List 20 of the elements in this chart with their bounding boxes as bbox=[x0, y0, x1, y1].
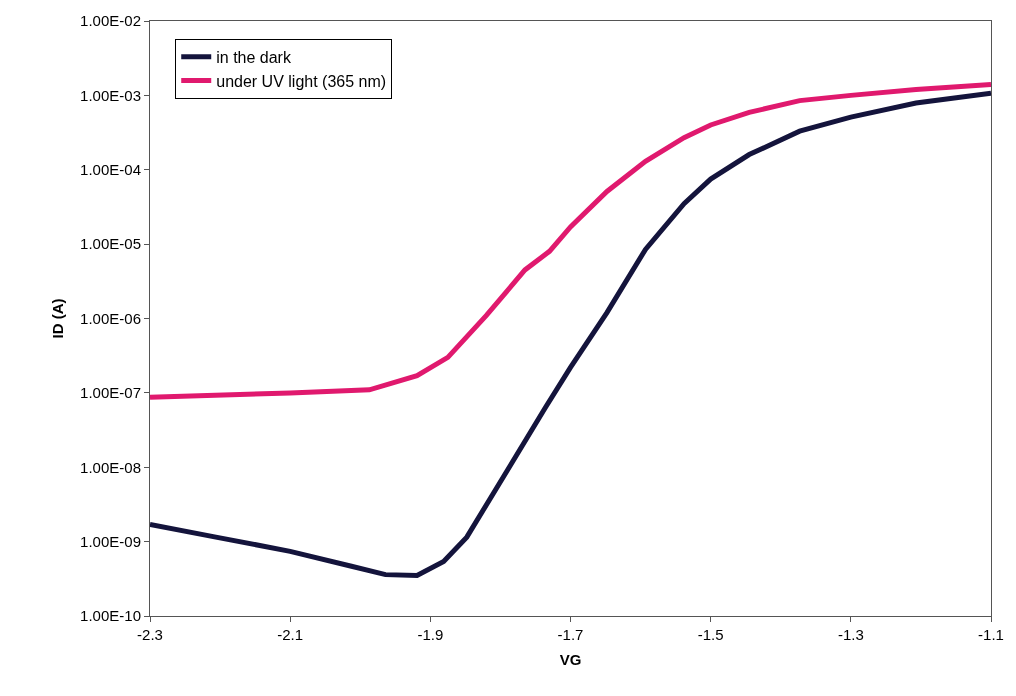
x-tick-label: -1.5 bbox=[697, 626, 724, 643]
x-tick-label: -2.3 bbox=[137, 626, 163, 643]
y-tick-label: 1.00E-10 bbox=[80, 607, 141, 625]
x-tick-label: -1.1 bbox=[978, 626, 1004, 643]
x-tick-label: -1.3 bbox=[837, 626, 864, 643]
y-tick-label: 1.00E-02 bbox=[80, 12, 141, 30]
y-axis-title: ID (A) bbox=[49, 298, 67, 339]
y-tick-label: 1.00E-04 bbox=[80, 161, 141, 178]
y-tick-label: 1.00E-09 bbox=[80, 532, 141, 550]
x-tick-label: -1.7 bbox=[557, 626, 584, 643]
y-tick-label: 1.00E-08 bbox=[80, 458, 141, 476]
y-tick-label: 1.00E-07 bbox=[80, 384, 141, 402]
legend-label: in the dark bbox=[216, 48, 292, 66]
y-tick-label: 1.00E-03 bbox=[80, 86, 141, 104]
x-tick-label: -1.9 bbox=[417, 626, 444, 643]
y-tick-label: 1.00E-05 bbox=[80, 235, 141, 253]
y-tick-label: 1.00E-06 bbox=[80, 309, 141, 327]
legend-label: under UV light (365 nm) bbox=[216, 72, 387, 90]
x-tick-label: -2.1 bbox=[277, 626, 304, 643]
x-axis-title: VG bbox=[559, 651, 582, 668]
